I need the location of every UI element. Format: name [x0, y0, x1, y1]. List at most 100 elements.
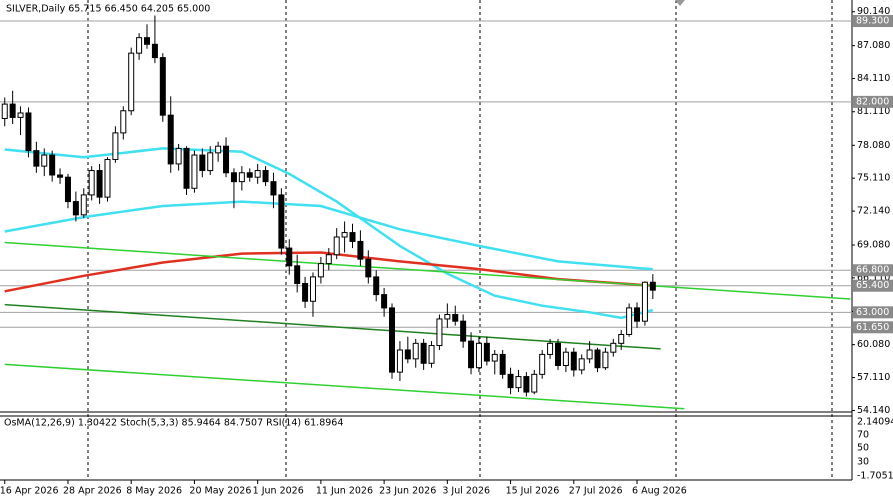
candle-body: [309, 276, 316, 302]
level-text: 89.300: [856, 16, 889, 27]
candle-body: [215, 145, 222, 154]
candle-body: [547, 342, 554, 355]
candle-body: [618, 333, 625, 344]
indicator-line: [4, 147, 654, 320]
y-tick-label: 60.080: [857, 339, 890, 350]
candle-body: [104, 158, 111, 198]
y-tick-label: 72.140: [857, 206, 890, 217]
candle-body: [183, 147, 190, 189]
candle-body: [25, 112, 32, 152]
candle-body: [412, 342, 419, 360]
candle-body: [96, 170, 103, 198]
candle-body: [167, 114, 174, 165]
level-text: 66.800: [856, 265, 889, 276]
x-tick-label: 28 Apr 2026: [63, 486, 122, 497]
candle-body: [396, 349, 403, 373]
x-tick-label: 15 Jul 2026: [506, 486, 560, 497]
candle-body: [523, 376, 530, 393]
candle-body: [223, 145, 230, 174]
level-box: [853, 95, 893, 108]
candle-body: [404, 349, 411, 360]
candle-body: [325, 254, 332, 265]
candle-body: [151, 43, 158, 59]
level-text: 61.650: [856, 322, 889, 333]
indicator-tick-label: 30: [857, 457, 869, 468]
indicator-line: [4, 241, 851, 300]
candle-body: [539, 353, 546, 375]
candle-body: [262, 170, 269, 183]
candle-body: [238, 172, 245, 183]
y-tick-label: 75.110: [857, 173, 890, 184]
candle-body: [586, 349, 593, 360]
level-label: 66.800: [853, 264, 893, 277]
candle-body: [112, 132, 119, 160]
candle-body: [649, 281, 656, 291]
candle-body: [634, 307, 641, 322]
indicator-line: [4, 251, 653, 293]
candle-body: [191, 154, 198, 189]
y-tick-label: 66.110: [857, 272, 890, 283]
candle-body: [515, 376, 522, 389]
period-separators: [87, 0, 833, 480]
candle-body: [602, 351, 609, 369]
level-box: [853, 306, 893, 319]
candle-body: [72, 201, 79, 216]
candle-body: [420, 342, 427, 364]
candle-body: [499, 353, 506, 375]
candle-body: [570, 351, 577, 371]
level-text: 82.000: [856, 96, 889, 107]
candle-body: [120, 110, 127, 134]
y-tick-label: 84.110: [857, 73, 890, 84]
candle-body: [452, 314, 459, 322]
candle-body: [278, 194, 285, 249]
candle-body: [159, 57, 166, 116]
indicator-tick-label: 50: [857, 443, 869, 454]
x-tick-label: 3 Jul 2026: [442, 486, 490, 497]
level-label: 65.400: [853, 279, 893, 292]
indicator-line: [4, 303, 661, 350]
candle-body: [626, 307, 633, 335]
candle-body: [578, 358, 585, 371]
candle-body: [428, 345, 435, 364]
y-tick-label: 78.080: [857, 140, 890, 151]
candle-body: [349, 232, 356, 242]
y-tick-label: 57.110: [857, 372, 890, 383]
chart-title: SILVER,Daily 65.715 66.450 64.205 65.000: [6, 4, 210, 15]
x-tick-label: 6 Aug 2026: [632, 486, 687, 497]
x-tick-label: 23 Jun 2026: [379, 486, 436, 497]
level-label: 82.000: [853, 95, 893, 108]
candle-body: [365, 258, 372, 278]
candle-body: [468, 340, 475, 369]
candle-body: [254, 170, 261, 178]
level-box: [853, 321, 893, 334]
x-tick-label: 1 Jun 2026: [253, 486, 304, 497]
candle-body: [357, 240, 364, 260]
level-box: [853, 264, 893, 277]
candle-body: [1, 103, 8, 120]
candle-body: [41, 154, 48, 167]
x-tick-label: 16 Apr 2026: [0, 486, 58, 497]
indicator-tick-label: 2.14094: [857, 417, 893, 428]
candle-body: [294, 265, 301, 285]
x-tick-label: 8 May 2026: [126, 486, 182, 497]
candle-body: [444, 314, 451, 320]
candle-body: [175, 147, 182, 165]
candle-body: [33, 150, 40, 167]
y-tick-label: 54.140: [857, 405, 890, 416]
level-label: 63.000: [853, 306, 893, 319]
candle-body: [17, 112, 24, 118]
indicator-title: OsMA(12,26,9) 1.30422 Stoch(5,3,3) 85.94…: [4, 418, 343, 429]
candle-body: [475, 342, 482, 369]
candle-body: [317, 263, 324, 278]
y-tick-label: 90.140: [857, 6, 890, 17]
candle-body: [491, 353, 498, 362]
candle-body: [286, 247, 293, 267]
candle-body: [80, 194, 87, 216]
candle-body: [302, 283, 309, 302]
candle-body: [136, 37, 143, 54]
candle-body: [610, 342, 617, 353]
candle-body: [341, 232, 348, 238]
candle-body: [381, 294, 388, 309]
